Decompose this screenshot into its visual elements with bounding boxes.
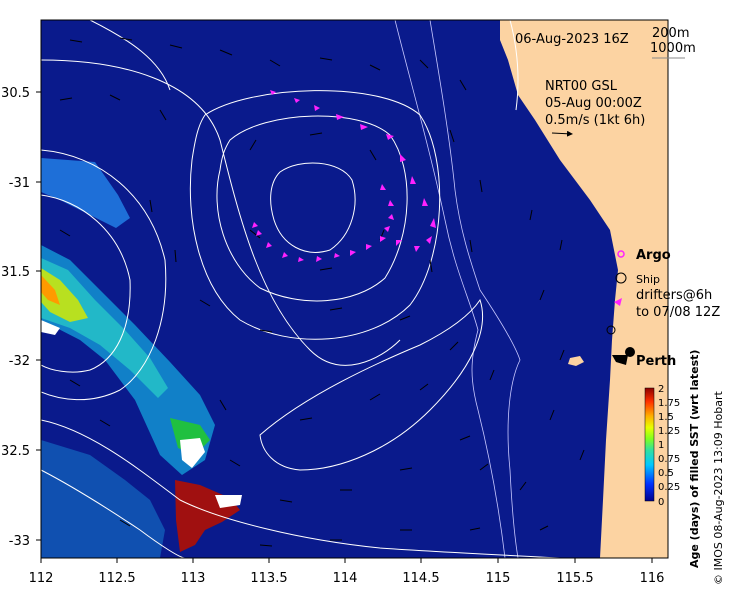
legend-drifters-2: to 07/08 12Z	[636, 305, 720, 320]
copyright: © IMOS 08-Aug-2023 13:09 Hobart	[712, 391, 725, 585]
cbar-tick: 1.5	[658, 412, 674, 423]
title-date: 06-Aug-2023 16Z	[515, 32, 629, 47]
cbar-tick: 1.75	[658, 398, 680, 409]
velocity-scale-arrow	[551, 130, 573, 137]
x-tick: 114.5	[402, 571, 439, 586]
x-tick: 115	[486, 571, 511, 586]
cbar-tick: 0.75	[658, 454, 680, 465]
perth-label: Perth	[636, 354, 676, 369]
legend-drifters-1: drifters@6h	[636, 288, 712, 303]
y-tick: -31	[9, 176, 30, 191]
drifter-icon	[614, 298, 622, 306]
x-tick: 112.5	[98, 571, 135, 586]
cbar-tick: 0.5	[658, 468, 674, 479]
cbar-tick: 1	[658, 440, 664, 451]
colorbar-ticks: 2 1.75 1.5 1.25 1 0.75 0.5 0.25 0	[658, 384, 680, 508]
y-tick: -33	[9, 534, 30, 549]
legend-ship: Ship	[636, 273, 660, 286]
cbar-tick: 2	[658, 384, 664, 395]
cbar-tick: 0	[658, 497, 664, 508]
sst-age-patches	[41, 158, 242, 558]
colorbar-label: Age (days) of filled SST (wrt latest)	[688, 350, 701, 568]
x-tick: 113	[181, 571, 206, 586]
argo-icon	[617, 250, 625, 258]
depth-label-1000m: 1000m	[650, 41, 696, 56]
y-tick: 30.5	[1, 86, 30, 101]
x-tick: 115.5	[556, 571, 593, 586]
ship-icon	[615, 272, 627, 284]
legend-argo: Argo	[636, 248, 671, 263]
x-axis: 112 112.5 113 113.5 114 114.5 115 115.5 …	[29, 558, 665, 586]
y-tick: 31.5	[1, 265, 30, 280]
y-axis: 30.5 -31 31.5 -32 32.5 -33	[1, 86, 41, 549]
y-tick: -32	[9, 354, 30, 369]
drifter-trail	[252, 90, 436, 262]
velocity-arrows	[59, 37, 585, 547]
x-tick: 116	[640, 571, 665, 586]
x-tick: 114	[333, 571, 358, 586]
perth-marker	[625, 347, 635, 357]
colorbar	[644, 387, 655, 502]
x-tick: 113.5	[250, 571, 287, 586]
cbar-tick: 0.25	[658, 482, 680, 493]
ssh-contours	[41, 20, 561, 558]
x-tick: 112	[29, 571, 54, 586]
land-area	[500, 20, 668, 558]
velocity-scale: 0.5m/s (1kt 6h)	[545, 113, 645, 128]
depth-label-200m: 200m	[652, 26, 689, 41]
cbar-tick: 1.25	[658, 426, 680, 437]
velocity-product: NRT00 GSL	[545, 79, 618, 94]
depth-contours	[394, 20, 521, 558]
y-tick: 32.5	[1, 444, 30, 459]
velocity-date: 05-Aug 00:00Z	[545, 96, 642, 111]
